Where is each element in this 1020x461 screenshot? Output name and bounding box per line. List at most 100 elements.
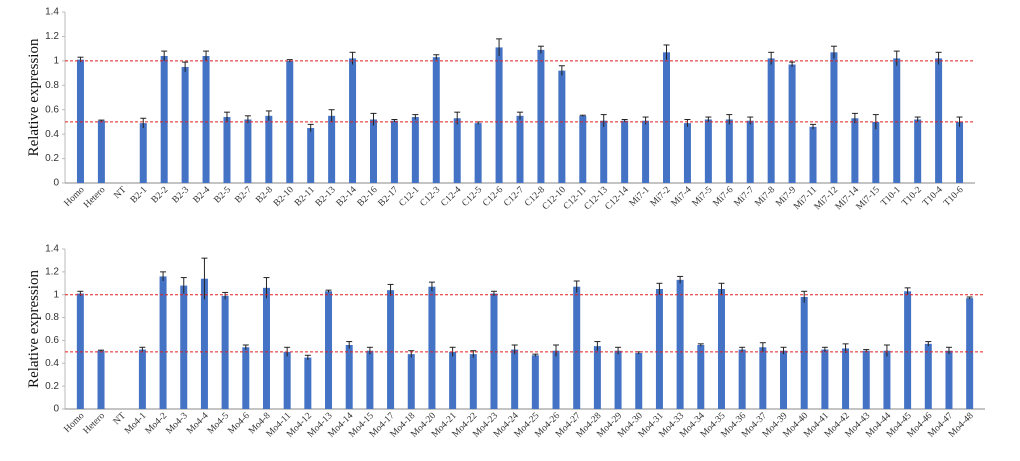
bar: [345, 345, 353, 409]
bar: [725, 119, 733, 183]
x-tick-label: Mi7-1: [628, 185, 652, 209]
bar: [935, 58, 943, 183]
bar: [552, 350, 560, 409]
bar: [635, 353, 643, 409]
x-tick-label: B2-1: [129, 185, 150, 206]
y-tick-label: 1: [53, 55, 59, 66]
x-tick-label: Mo4-3: [165, 411, 191, 437]
x-tick-label: Mi7-6: [712, 185, 736, 209]
x-tick-label: Mo4-1: [123, 411, 149, 437]
bar: [242, 347, 250, 409]
bar: [76, 59, 84, 184]
bar: [883, 350, 891, 409]
bar: [307, 128, 315, 183]
x-tick-label: T10-6: [942, 185, 966, 209]
bar: [531, 355, 539, 409]
bar: [490, 293, 498, 409]
bar: [159, 276, 167, 409]
bar: [788, 64, 796, 183]
x-tick-label: T10-4: [921, 185, 945, 209]
y-tick-label: 1.4: [45, 7, 59, 18]
bar: [642, 120, 650, 183]
bar: [558, 70, 566, 183]
bar: [614, 350, 622, 409]
bar: [704, 119, 712, 183]
x-tick-label: B2-10: [272, 185, 296, 209]
bar: [390, 120, 398, 183]
y-axis-label: Relative expression: [26, 270, 42, 388]
bar: [432, 57, 440, 183]
bar: [621, 120, 629, 183]
bar: [221, 295, 229, 409]
y-tick-label: 0: [53, 404, 59, 415]
bar: [956, 121, 964, 183]
bar: [181, 66, 189, 183]
bar: [966, 298, 974, 409]
bar: [369, 119, 377, 183]
bar: [495, 47, 503, 183]
x-tick-label: B2-17: [377, 185, 401, 209]
bar: [767, 58, 775, 183]
x-tick-label: NT: [112, 185, 128, 201]
y-tick-label: 0.2: [45, 381, 59, 392]
bar: [746, 120, 754, 183]
bar: [697, 345, 705, 409]
bar: [924, 343, 932, 409]
bar: [821, 349, 829, 409]
bar: [600, 120, 608, 183]
x-tick-label: T10-2: [900, 185, 924, 209]
x-tick-label: B2-7: [234, 185, 255, 206]
bar: [97, 350, 105, 409]
bar: [537, 49, 545, 183]
y-tick-label: 1.4: [45, 244, 59, 255]
x-tick-label: NT: [112, 411, 128, 427]
bar: [511, 349, 519, 409]
y-tick-label: 1.2: [45, 31, 59, 42]
y-tick-label: 0.8: [45, 80, 59, 91]
bar: [593, 346, 601, 409]
bar: [286, 60, 294, 183]
bar: [202, 55, 210, 183]
x-tick-label: B2-14: [335, 185, 359, 209]
bar: [842, 348, 850, 409]
bar: [717, 289, 725, 409]
x-tick-label: C12-7: [502, 185, 526, 209]
bar: [759, 347, 767, 409]
x-tick-label: Mi7-5: [691, 185, 715, 209]
x-tick-label: B2-4: [192, 185, 213, 206]
bar: [138, 349, 146, 409]
bar: [851, 118, 859, 183]
bar: [265, 115, 273, 183]
x-tick-label: Mo4-6: [227, 411, 253, 437]
x-tick-label: C12-5: [460, 185, 484, 209]
bar: [97, 120, 105, 183]
bar: [411, 117, 419, 183]
bar: [200, 278, 208, 409]
bar: [262, 287, 270, 409]
bar: [180, 285, 188, 409]
x-tick-label: Mi7-4: [670, 185, 694, 209]
bar: [244, 119, 252, 183]
bar: [676, 279, 684, 409]
x-tick-label: Hetero: [82, 411, 108, 437]
y-tick-label: 0.6: [45, 335, 59, 346]
y-tick-label: 1.2: [45, 266, 59, 277]
x-tick-label: B2-2: [150, 185, 171, 206]
x-tick-label: Mo4-2: [144, 411, 170, 437]
bar: [663, 52, 671, 183]
bar: [407, 354, 415, 409]
bar: [428, 286, 436, 409]
bar: [655, 289, 663, 409]
x-tick-label: B2-16: [356, 185, 380, 209]
bar: [573, 286, 581, 409]
bar: [862, 350, 870, 409]
y-tick-label: 0.2: [45, 153, 59, 164]
bar: [809, 126, 817, 183]
bar: [160, 55, 168, 183]
y-tick-label: 0.4: [45, 358, 59, 369]
bar: [328, 115, 336, 183]
bar: [738, 349, 746, 409]
bar: [366, 350, 374, 409]
